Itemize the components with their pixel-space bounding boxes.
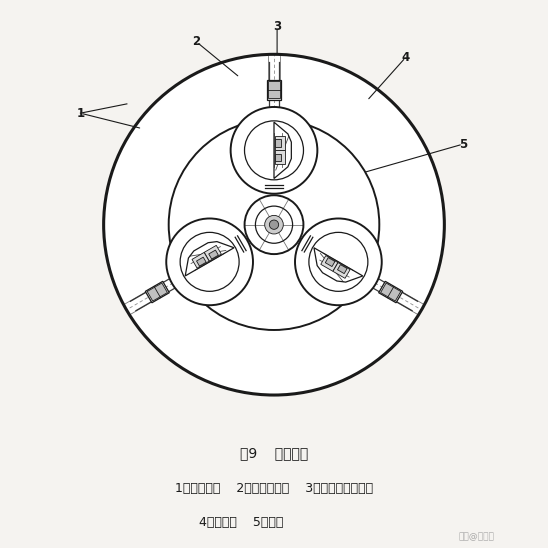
Circle shape — [295, 219, 382, 305]
Circle shape — [231, 107, 317, 193]
Polygon shape — [379, 281, 403, 303]
Circle shape — [309, 232, 368, 292]
Circle shape — [270, 220, 278, 229]
Polygon shape — [197, 257, 206, 266]
Text: 1: 1 — [76, 107, 84, 119]
Text: 图9    精密软爪: 图9 精密软爪 — [240, 447, 308, 461]
Circle shape — [244, 195, 304, 254]
Text: 4、原硬爪    5、工件: 4、原硬爪 5、工件 — [199, 516, 283, 529]
Circle shape — [255, 206, 293, 243]
Circle shape — [104, 54, 444, 395]
Circle shape — [166, 219, 253, 305]
Polygon shape — [276, 139, 281, 147]
Polygon shape — [333, 262, 350, 278]
Text: 3: 3 — [273, 20, 281, 33]
Circle shape — [180, 232, 239, 292]
Polygon shape — [209, 250, 219, 259]
Polygon shape — [321, 255, 338, 271]
Circle shape — [169, 119, 379, 330]
Polygon shape — [381, 283, 401, 301]
Polygon shape — [204, 246, 221, 261]
Polygon shape — [276, 153, 281, 161]
Circle shape — [265, 215, 283, 234]
Polygon shape — [338, 265, 347, 273]
Polygon shape — [147, 283, 167, 301]
Polygon shape — [269, 82, 279, 99]
Polygon shape — [267, 80, 281, 100]
Text: 5: 5 — [459, 138, 467, 151]
Text: 1、三夹盘爪    2、自制铝软爪    3、紧固内六角螺钉: 1、三夹盘爪 2、自制铝软爪 3、紧固内六角螺钉 — [175, 482, 373, 495]
Polygon shape — [145, 281, 169, 303]
Text: 4: 4 — [402, 51, 410, 64]
Polygon shape — [275, 150, 285, 164]
Text: 觅寻@投智知: 觅寻@投智知 — [459, 532, 495, 541]
Polygon shape — [192, 253, 209, 268]
Circle shape — [244, 121, 304, 180]
Polygon shape — [275, 136, 285, 150]
Polygon shape — [326, 258, 335, 266]
Text: 2: 2 — [192, 36, 201, 48]
